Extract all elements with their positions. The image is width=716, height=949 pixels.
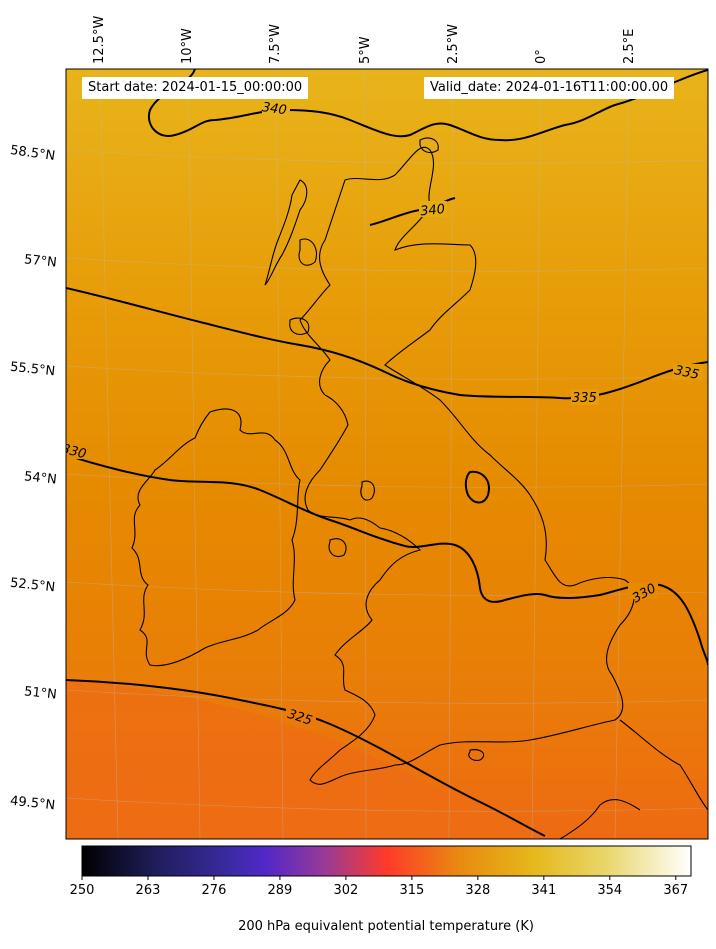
contour-label-325: 325 (286, 707, 314, 729)
colorbar-tick-label-263: 263 (135, 883, 161, 898)
colorbar-gradient (81, 845, 692, 877)
colorbar-tick-label-250: 250 (69, 883, 95, 898)
ireland-coast (131, 408, 301, 667)
lon-label-10w: 10°W (180, 28, 195, 64)
lon-label-2-5w: 2.5°W (446, 23, 461, 64)
colorbar-tick-label-289: 289 (267, 883, 293, 898)
contour-label-330-a: 330 (60, 442, 88, 463)
colorbar-tick-label-367: 367 (663, 883, 689, 898)
iow-coast (468, 749, 485, 761)
contour-label-335-b: 335 (572, 391, 597, 406)
colorbar-label: 200 hPa equivalent potential temperature… (238, 919, 534, 934)
colorbar-tick-label-315: 315 (399, 883, 425, 898)
contour-label-group: 340 340 335 335 330 330 325 (60, 100, 703, 729)
contour-325 (66, 679, 546, 837)
south-warm-band (66, 680, 560, 839)
orkney-coast (419, 137, 439, 154)
contour-330 (66, 454, 708, 666)
france-coast (559, 719, 708, 839)
lon-label-5w: 5°W (358, 36, 373, 64)
colorbar-tick-label-276: 276 (201, 883, 227, 898)
map-border (65, 68, 709, 840)
valid-date-box: Valid_date: 2024-01-16T11:00:00.00 (424, 77, 675, 99)
isle-of-man-coast (360, 480, 375, 501)
lon-label-12-5w: 12.5°W (92, 15, 107, 64)
mull-coast (289, 317, 310, 335)
colorbar-tick-marks (81, 876, 677, 880)
graticule (66, 69, 708, 839)
lon-label-7-5w: 7.5°W (268, 23, 283, 64)
contour-label-335-a: 335 (673, 363, 700, 383)
skye-coast (298, 238, 318, 266)
map-panel: 340 340 335 335 330 330 325 (60, 68, 709, 840)
colorbar-tick-label-302: 302 (333, 883, 359, 898)
colorbar (81, 845, 692, 877)
great-britain-coast (299, 147, 635, 785)
contour-330-inner (464, 470, 490, 504)
colorbar-tick-label-328: 328 (465, 883, 491, 898)
contour-340-north (147, 69, 708, 142)
anglesey-coast (328, 538, 347, 558)
contour-335 (66, 287, 708, 400)
coastlines (131, 137, 708, 839)
contour-label-340-b: 340 (420, 202, 446, 220)
hebrides-coast (264, 179, 308, 286)
contour-lines (66, 69, 708, 837)
lon-label-0: 0° (534, 49, 549, 64)
colorbar-tick-label-341: 341 (531, 883, 557, 898)
lon-label-2-5e: 2.5°E (622, 28, 637, 64)
colorbar-tick-label-354: 354 (597, 883, 623, 898)
start-date-box: Start date: 2024-01-15_00:00:00 (82, 77, 309, 99)
contour-label-340-a: 340 (261, 100, 288, 118)
